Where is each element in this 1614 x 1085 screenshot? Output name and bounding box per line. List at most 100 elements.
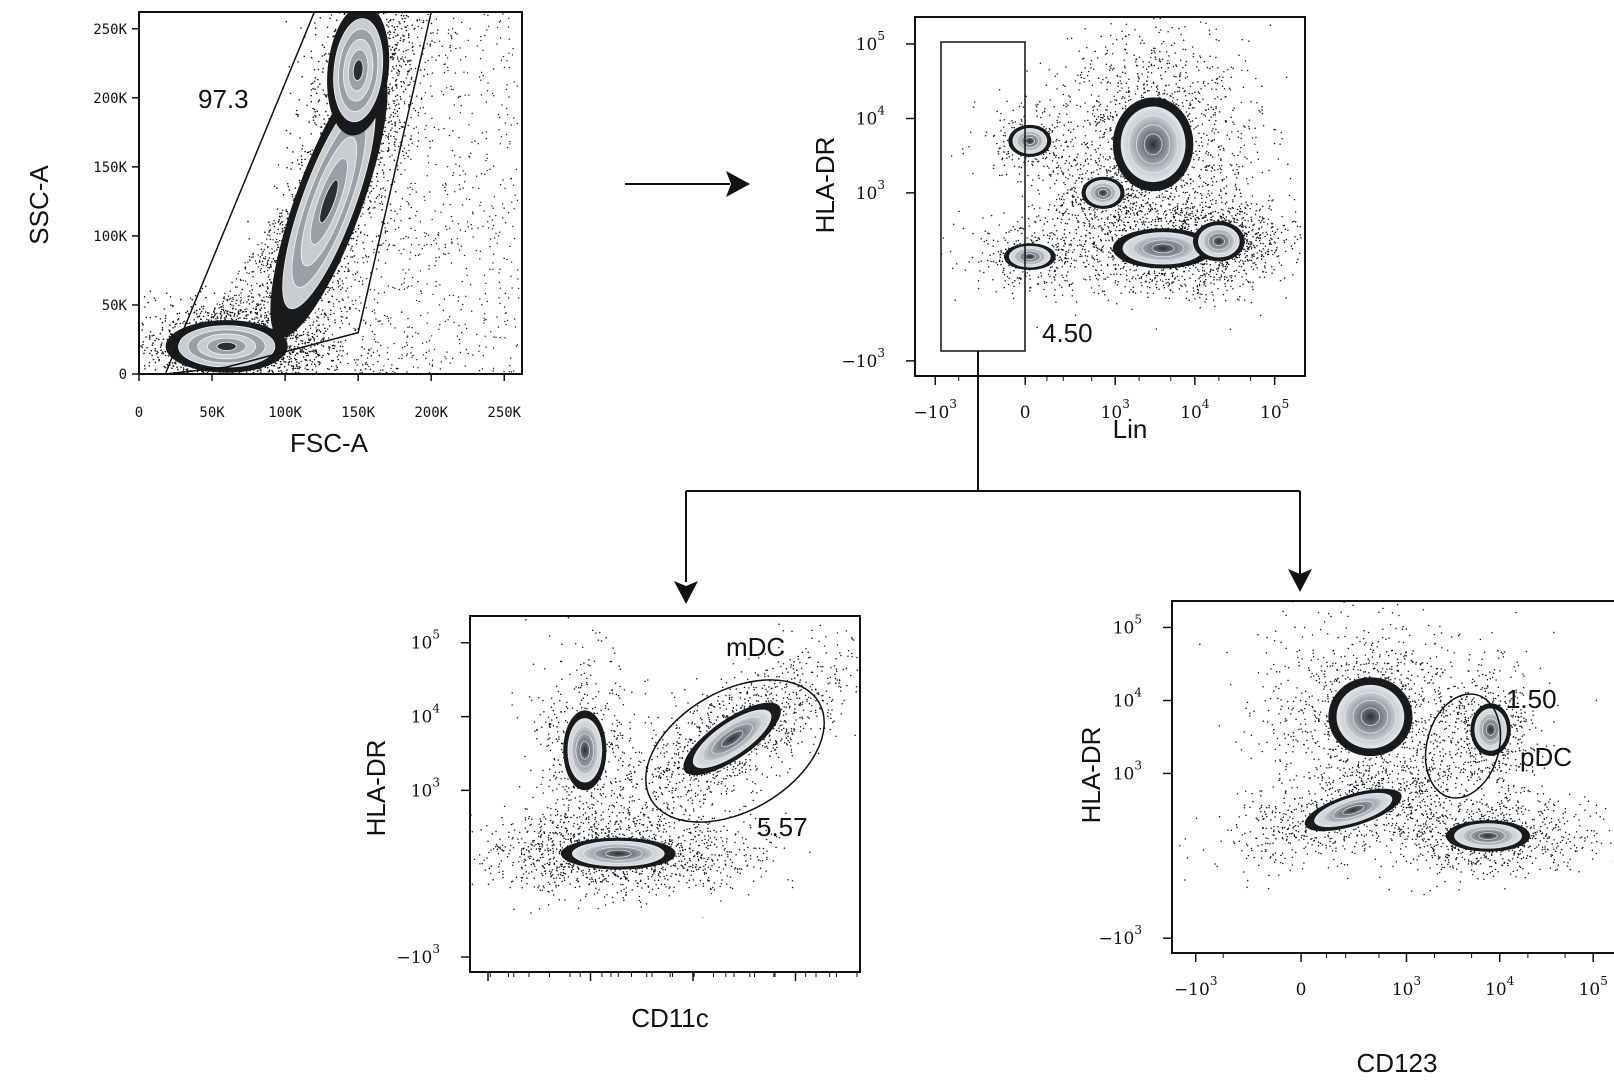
event-dot (345, 266, 347, 268)
event-dot (325, 94, 327, 96)
event-dot (286, 356, 289, 358)
event-dot (354, 369, 356, 371)
event-dot (103, 351, 105, 353)
event-dot (317, 353, 320, 356)
event-dot (307, 354, 310, 357)
event-dot (135, 345, 137, 347)
event-dot (499, 336, 501, 339)
event-dot (318, 308, 320, 310)
event-dot (260, 268, 263, 270)
event-dot (262, 250, 264, 253)
event-dot (426, 322, 428, 324)
event-dot (163, 365, 165, 368)
event-dot (180, 366, 182, 369)
event-dot (394, 372, 396, 374)
event-dot (408, 269, 410, 271)
event-dot (402, 81, 405, 83)
event-dot (279, 360, 282, 363)
event-dot (365, 368, 367, 370)
event-dot (430, 32, 432, 34)
event-dot (345, 317, 348, 319)
event-dot (148, 338, 151, 340)
event-dot (394, 138, 396, 140)
event-dot (374, 312, 376, 314)
event-dot (354, 273, 357, 275)
event-dot (209, 397, 211, 399)
event-dot (236, 380, 238, 382)
event-dot (181, 377, 183, 379)
event-dot (452, 130, 454, 132)
event-dot (145, 316, 148, 319)
event-dot (511, 201, 513, 203)
event-dot (289, 345, 292, 347)
event-dot (429, 43, 432, 45)
event-dot (446, 351, 448, 353)
event-dot (481, 304, 483, 306)
event-dot (269, 278, 271, 281)
event-dot (492, 165, 495, 167)
event-dot (306, 368, 308, 371)
event-dot (158, 382, 160, 384)
event-dot (218, 307, 220, 309)
event-dot (420, 69, 422, 71)
event-dot (369, 368, 372, 371)
event-dot (388, 107, 391, 109)
event-dot (417, 132, 420, 134)
event-dot (220, 379, 222, 381)
event-dot (320, 126, 322, 128)
event-dot (364, 363, 367, 365)
event-dot (247, 384, 249, 386)
event-dot (351, 300, 353, 302)
event-dot (363, 248, 365, 250)
event-dot (249, 312, 252, 314)
event-dot (241, 288, 243, 291)
event-dot (279, 233, 281, 235)
event-dot (361, 280, 364, 282)
event-dot (510, 357, 512, 359)
event-dot (446, 166, 449, 168)
event-dot (169, 324, 171, 327)
event-dot (172, 327, 174, 329)
event-dot (225, 398, 227, 400)
event-dot (281, 392, 283, 394)
event-dot (505, 323, 507, 326)
event-dot (242, 403, 244, 405)
event-dot (280, 385, 282, 387)
event-dot (390, 120, 393, 122)
event-dot (498, 116, 501, 119)
event-dot (286, 382, 288, 384)
event-dot (267, 370, 270, 373)
event-dot (334, 321, 337, 324)
event-dot (107, 337, 109, 339)
event-dot (213, 311, 215, 313)
event-dot (116, 384, 118, 386)
event-dot (275, 241, 277, 243)
event-dot (482, 74, 484, 77)
event-dot (261, 320, 263, 323)
event-dot (282, 229, 284, 232)
event-dot (235, 308, 237, 311)
plot-fsc-ssc: 0 50K 100K 150K 200K 250K 050K100K150K200K250… (24, 11, 523, 488)
event-dot (505, 88, 507, 91)
event-dot (153, 334, 155, 337)
event-dot (390, 317, 392, 319)
event-dot (124, 267, 126, 269)
event-dot (508, 17, 510, 20)
event-dot (341, 280, 344, 282)
event-dot (433, 126, 436, 129)
event-dot (190, 486, 192, 488)
event-dot (500, 59, 503, 61)
event-dot (381, 221, 383, 223)
event-dot (513, 117, 515, 119)
event-dot (252, 276, 254, 278)
event-dot (398, 119, 401, 121)
event-dot (465, 295, 467, 297)
event-dot (427, 13, 429, 16)
event-dot (269, 229, 272, 231)
event-dot (320, 344, 323, 346)
event-dot (452, 28, 454, 30)
event-dot (257, 321, 260, 323)
event-dot (132, 366, 134, 368)
event-dot (497, 326, 499, 328)
event-dot (193, 392, 195, 394)
